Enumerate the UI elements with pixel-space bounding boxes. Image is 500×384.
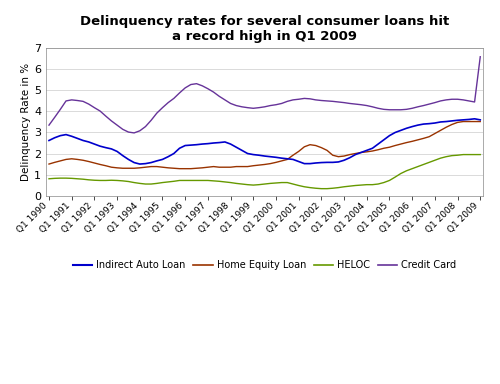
Legend: Indirect Auto Loan, Home Equity Loan, HELOC, Credit Card: Indirect Auto Loan, Home Equity Loan, HE… (69, 257, 460, 274)
Title: Delinquency rates for several consumer loans hit
a record high in Q1 2009: Delinquency rates for several consumer l… (80, 15, 450, 43)
Y-axis label: Delinquency Rate in %: Delinquency Rate in % (22, 63, 32, 181)
